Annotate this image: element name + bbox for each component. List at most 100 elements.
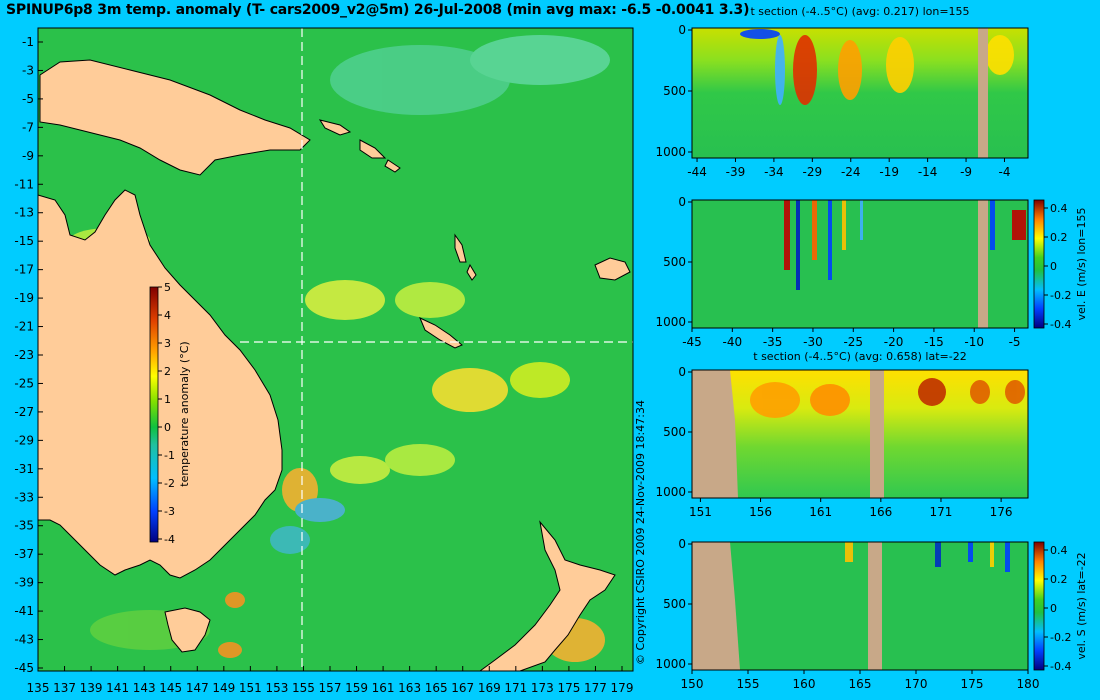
colorbar-tick-label: 4	[164, 309, 171, 322]
x-tick-label: -40	[723, 335, 743, 349]
panel-2-x-axis: -45 -40 -35 -30 -25 -20 -15 -10 -5	[682, 328, 1021, 349]
lon-tick-label: 141	[106, 681, 129, 695]
colorbar-tick-label: -1	[164, 449, 175, 462]
y-tick-label: 0	[678, 537, 686, 551]
colorbar-tick-label: 3	[164, 337, 171, 350]
colorbar-tick-label: -0.4	[1050, 660, 1071, 673]
lon-tick-label: 159	[345, 681, 368, 695]
lat-tick-label: -7	[22, 120, 34, 134]
lon-tick-label: 167	[451, 681, 474, 695]
colorbar-tick-label: -0.2	[1050, 289, 1071, 302]
lon-tick-label: 139	[80, 681, 103, 695]
land-australia	[37, 189, 283, 579]
lat-tick-label: -19	[14, 291, 34, 305]
panel-1-x-axis: -44 -39 -34 -29 -24 -19 -14 -9 -4	[687, 158, 1010, 179]
lat-tick-label: -39	[14, 576, 34, 590]
lat-tick-label: -29	[14, 433, 34, 447]
lon-tick-label: 179	[611, 681, 634, 695]
lon-tick-label: 137	[53, 681, 76, 695]
vel-e-colorbar-label: vel. E (m/s) lon=155	[1075, 208, 1088, 321]
lon-tick-label: 143	[133, 681, 156, 695]
y-tick-label: 0	[678, 23, 686, 37]
x-tick-label: -5	[1009, 335, 1021, 349]
map-panel: -1-3-5-7-9-11-13-15-17-19-21-23-25-27-29…	[14, 27, 634, 695]
x-tick-label: 151	[689, 505, 712, 519]
y-tick-label: 0	[678, 365, 686, 379]
land-new-guinea	[39, 59, 311, 176]
x-tick-label: -30	[803, 335, 823, 349]
lat-tick-label: -25	[14, 376, 34, 390]
vel-s-colorbar-ticks: 0.4 0.2 0 -0.2 -0.4	[1044, 544, 1071, 673]
lat-tick-label: -23	[14, 348, 34, 362]
y-tick-label: 500	[663, 255, 686, 269]
panel-t-section-lat: t section (-4..5°C) (avg: 0.658) lat=-22…	[655, 350, 1029, 519]
lat-tick-label: -21	[14, 320, 34, 334]
lat-tick-label: -41	[14, 604, 34, 618]
lat-tick-label: -45	[14, 661, 34, 675]
map-lat-axis: -1 -3 -5 -7 -9 -11 -13 -15 -17 -19 -21 -23 -25 -27 -29…	[14, 35, 43, 675]
y-tick-label: 1000	[655, 315, 686, 329]
colorbar-tick-label: -0.2	[1050, 631, 1071, 644]
colorbar-tick-label: 5	[164, 281, 171, 294]
x-tick-label: 180	[1017, 677, 1040, 691]
y-tick-label: 500	[663, 84, 686, 98]
map-lon-axis: 135 137 139 141 143 145 147 149 151 153 155 157 159 1…	[27, 666, 634, 695]
panel-vel-s: 0.4 0.2 0 -0.2 -0.4 vel. S (m/s) lat=-22 150…	[655, 537, 1088, 691]
x-tick-label: 150	[681, 677, 704, 691]
map-frame	[37, 27, 634, 672]
lon-tick-label: 157	[319, 681, 342, 695]
page-title: SPINUP6p8 3m temp. anomaly (T- cars2009_…	[6, 2, 750, 18]
panel-t-section-lon: t section (-4..5°C) (avg: 0.217) lon=155…	[655, 5, 1029, 179]
lon-tick-label: 155	[292, 681, 315, 695]
x-tick-label: 175	[961, 677, 984, 691]
lon-tick-label: 163	[398, 681, 421, 695]
panel-1-frame	[691, 27, 1029, 159]
panel-3-y-axis: 0 500 1000	[655, 365, 692, 499]
lon-tick-label: 173	[531, 681, 554, 695]
y-tick-label: 500	[663, 597, 686, 611]
panel-2-y-axis: 0 500 1000	[655, 195, 692, 329]
x-tick-label: -10	[964, 335, 984, 349]
panel-3-frame	[691, 369, 1029, 499]
colorbar-tick-label: 0.4	[1050, 202, 1068, 215]
lat-tick-label: -33	[14, 490, 34, 504]
panel-4-y-axis: 0 500 1000	[655, 537, 692, 671]
lon-tick-label: 153	[265, 681, 288, 695]
vel-s-colorbar	[1033, 541, 1045, 671]
lon-tick-label: 147	[186, 681, 209, 695]
land-tasmania	[164, 607, 211, 653]
x-tick-label: -34	[764, 165, 784, 179]
y-tick-label: 0	[678, 195, 686, 209]
lon-tick-label: 161	[372, 681, 395, 695]
vel-e-colorbar	[1033, 199, 1045, 329]
y-tick-label: 1000	[655, 145, 686, 159]
panel-1-title: t section (-4..5°C) (avg: 0.217) lon=155	[750, 5, 969, 18]
lon-tick-label: 169	[478, 681, 501, 695]
panel-4-x-axis: 150 155 160 165 170 175 180	[681, 670, 1040, 691]
lat-tick-label: -31	[14, 462, 34, 476]
colorbar-tick-label: 0	[1050, 602, 1057, 615]
y-tick-label: 500	[663, 425, 686, 439]
x-tick-label: -25	[843, 335, 863, 349]
lon-tick-label: 165	[425, 681, 448, 695]
y-tick-label: 1000	[655, 485, 686, 499]
x-tick-label: -20	[884, 335, 904, 349]
colorbar-tick-label: -0.4	[1050, 318, 1071, 331]
lat-tick-label: -35	[14, 519, 34, 533]
x-tick-label: -44	[687, 165, 707, 179]
lat-tick-label: -15	[14, 234, 34, 248]
land-vanuatu	[454, 233, 477, 281]
colorbar-tick-label: 2	[164, 365, 171, 378]
panel-1-field	[692, 28, 1028, 158]
temperature-colorbar-ticks: 5 4 3 2 1 0 -1 -2 -3 -4	[158, 281, 175, 546]
x-tick-label: 170	[905, 677, 928, 691]
x-tick-label: 160	[793, 677, 816, 691]
panel-vel-e: 0.4 0.2 0 -0.2 -0.4 vel. E (m/s) lon=155 -45…	[655, 195, 1088, 349]
x-tick-label: 171	[930, 505, 953, 519]
lon-tick-label: 135	[27, 681, 50, 695]
x-tick-label: -9	[960, 165, 972, 179]
lat-tick-label: -3	[22, 63, 34, 77]
colorbar-tick-label: -4	[164, 533, 175, 546]
y-tick-label: 1000	[655, 657, 686, 671]
